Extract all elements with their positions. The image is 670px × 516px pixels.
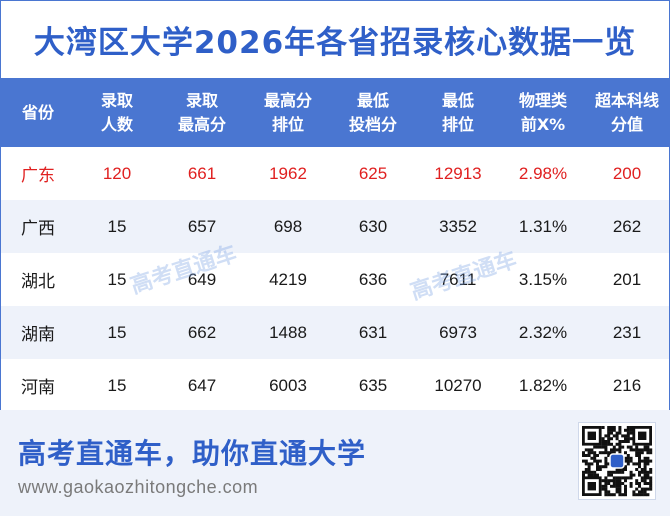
cell-highest-rank: 698: [245, 200, 331, 253]
header-highest-score: 录取 最高分: [159, 78, 245, 147]
cell-highest-rank: 1488: [245, 306, 331, 359]
cell-lowest-rank: 10270: [434, 375, 482, 395]
page-title: 大湾区大学2026年各省招录核心数据一览: [33, 24, 637, 61]
table-header-row: 省份 录取 人数 录取 最高分 最高分 排位 最低 投档分 最低 排位 物理类 前X% 超本…: [1, 78, 669, 147]
cell-physics-percentile: 1.82%: [518, 375, 568, 395]
cell-above-cutoff: 200: [612, 163, 642, 183]
cell-highest-score: 649: [187, 269, 217, 289]
cell-province: 河南: [21, 378, 55, 398]
qr-code-icon: [578, 422, 656, 500]
table-row: 广西 15 657 698 630 3352 1.31% 262: [1, 200, 669, 253]
cell-admitted-count: 15: [107, 269, 127, 289]
cell-above-cutoff: 231: [585, 306, 669, 359]
header-lowest-rank: 最低 排位: [415, 78, 501, 147]
cell-admitted-count: 120: [102, 163, 132, 183]
cell-province: 广东: [21, 166, 55, 186]
footer-slogan: 高考直通车，助你直通大学: [18, 437, 367, 470]
cell-highest-score: 662: [159, 306, 245, 359]
cell-highest-rank: 1962: [269, 163, 307, 183]
admission-data-table: 省份 录取 人数 录取 最高分 最高分 排位 最低 投档分 最低 排位 物理类 前X% 超本…: [1, 78, 669, 412]
header-highest-rank: 最高分 排位: [245, 78, 331, 147]
cell-province: 湖南: [1, 306, 75, 359]
cell-lowest-score: 631: [331, 306, 415, 359]
header-province: 省份: [1, 78, 75, 147]
footer-url[interactable]: www.gaokaozhitongche.com: [18, 477, 259, 497]
cell-lowest-score: 630: [331, 200, 415, 253]
cell-lowest-score: 636: [358, 269, 388, 289]
table-row: 湖北 15 649 4219 636 7611 3.15% 201: [1, 253, 669, 306]
footer: [0, 410, 670, 516]
cell-highest-rank: 4219: [269, 269, 307, 289]
cell-admitted-count: 15: [75, 200, 159, 253]
cell-lowest-rank: 12913: [434, 163, 482, 183]
cell-admitted-count: 15: [107, 375, 127, 395]
cell-physics-percentile: 2.98%: [518, 163, 568, 183]
cell-physics-percentile: 3.15%: [518, 269, 568, 289]
table-row: 广东 120 661 1962 625 12913 2.98% 200: [1, 147, 669, 200]
cell-lowest-score: 635: [358, 375, 388, 395]
cell-above-cutoff: 201: [612, 269, 642, 289]
cell-above-cutoff: 262: [585, 200, 669, 253]
cell-highest-score: 647: [187, 375, 217, 395]
cell-highest-score: 657: [159, 200, 245, 253]
cell-physics-percentile: 2.32%: [501, 306, 585, 359]
cell-province: 湖北: [21, 272, 55, 292]
header-above-cutoff: 超本科线 分值: [585, 78, 669, 147]
cell-lowest-rank: 6973: [415, 306, 501, 359]
cell-admitted-count: 15: [75, 306, 159, 359]
header-admitted-count: 录取 人数: [75, 78, 159, 147]
cell-above-cutoff: 216: [612, 375, 642, 395]
qr-code-graphic: [582, 426, 653, 497]
header-lowest-score: 最低 投档分: [331, 78, 415, 147]
cell-lowest-score: 625: [358, 163, 388, 183]
cell-highest-rank: 6003: [269, 375, 307, 395]
cell-lowest-rank: 7611: [439, 269, 477, 289]
header-physics-percentile: 物理类 前X%: [501, 78, 585, 147]
cell-highest-score: 661: [187, 163, 217, 183]
cell-province: 广西: [1, 200, 75, 253]
table-row: 河南 15 647 6003 635 10270 1.82% 216: [1, 359, 669, 412]
cell-physics-percentile: 1.31%: [501, 200, 585, 253]
cell-lowest-rank: 3352: [415, 200, 501, 253]
table-row: 湖南 15 662 1488 631 6973 2.32% 231: [1, 306, 669, 359]
